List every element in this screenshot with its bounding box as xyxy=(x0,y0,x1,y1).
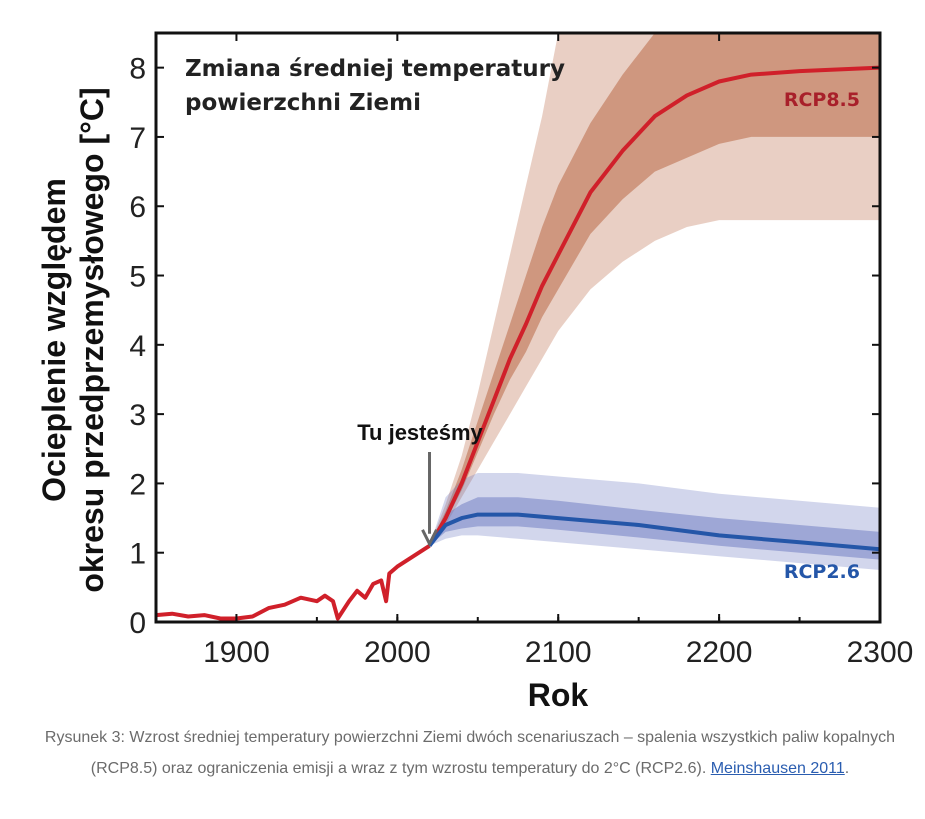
y-tick-label: 7 xyxy=(129,122,146,155)
temperature-chart: 1900 2000 2100 2200 2300 0 1 2 3 4 5 6 7 8 Rok Ocieplen… xyxy=(36,31,914,713)
band-inner-1 xyxy=(429,33,880,546)
figure-caption: Rysunek 3: Wzrost średniej temperatury p… xyxy=(40,722,900,784)
y-axis-label-line: okresu przedprzemysłowego [°C] xyxy=(74,87,110,592)
y-tick-label: 2 xyxy=(129,468,146,501)
y-axis-label-line: Ocieplenie względem xyxy=(36,178,72,502)
caption-text: Rysunek 3: Wzrost średniej temperatury p… xyxy=(44,729,896,777)
caption-suffix: . xyxy=(844,760,850,777)
chart-title-line: powierzchni Ziemi xyxy=(185,90,421,116)
x-axis-label: Rok xyxy=(528,677,589,713)
x-tick-label: 2100 xyxy=(525,636,592,669)
y-tick-label: 4 xyxy=(129,330,146,363)
y-tick-label: 6 xyxy=(129,191,146,224)
y-tick-label: 8 xyxy=(129,53,146,86)
x-tick-label: 1900 xyxy=(203,636,270,669)
band-outer-1 xyxy=(429,33,880,546)
source-link[interactable]: Meinshausen 2011 xyxy=(710,760,845,777)
series-label-RCP8.5: RCP8.5 xyxy=(784,89,860,111)
y-tick-label: 0 xyxy=(129,607,146,640)
arrow-down-icon xyxy=(421,529,438,548)
plot-frame xyxy=(154,31,882,624)
series-line-RCP2.6 xyxy=(427,512,880,552)
y-tick-label: 1 xyxy=(129,538,146,571)
x-tick-label: 2300 xyxy=(847,636,914,669)
annotation-label: Tu jesteśmy xyxy=(357,420,483,445)
x-tick-label: 2000 xyxy=(364,636,431,669)
series-line-historical xyxy=(156,544,431,621)
chart-title-line: Zmiana średniej temperatury xyxy=(185,56,565,82)
series-label-RCP2.6: RCP2.6 xyxy=(784,561,860,583)
y-tick-label: 3 xyxy=(129,399,146,432)
series-line-RCP8.5 xyxy=(427,65,880,547)
x-tick-label: 2200 xyxy=(686,636,753,669)
y-tick-label: 5 xyxy=(129,261,146,294)
